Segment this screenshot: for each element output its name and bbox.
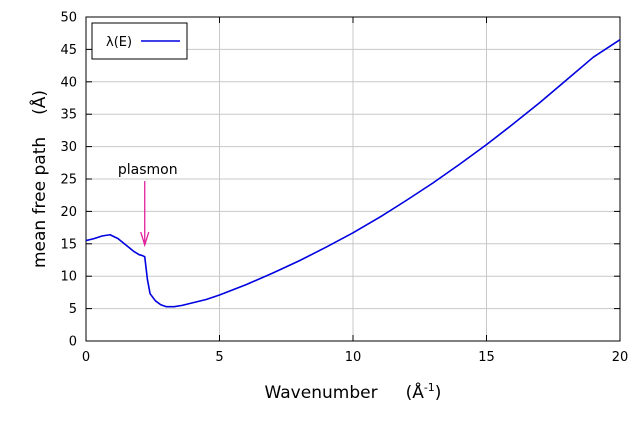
y-axis-title: mean free path (Å): [28, 90, 50, 268]
y-axis-unit: (Å): [28, 90, 50, 115]
x-axis-unit-close: ): [435, 383, 442, 403]
x-axis-unit-exponent: -1: [424, 381, 435, 394]
y-tick-label: 50: [60, 11, 77, 26]
annotation-label: plasmon: [118, 162, 178, 178]
x-tick-label: 20: [612, 350, 629, 365]
series-line: [85, 39, 621, 308]
x-tick-label: 10: [345, 350, 362, 365]
x-axis-label: Wavenumber: [265, 383, 378, 403]
y-tick-label: 15: [60, 237, 77, 252]
y-tick-label: 0: [69, 335, 77, 350]
annotation-layer: plasmon: [118, 162, 178, 248]
x-axis-title: Wavenumber (Å-1): [265, 381, 442, 403]
y-tick-label: 5: [69, 302, 77, 317]
x-tick-label: 15: [478, 350, 495, 365]
y-tick-label: 45: [60, 43, 77, 58]
x-axis-unit: (Å: [406, 381, 425, 403]
x-tick-label: 5: [215, 350, 223, 365]
x-tick-label: 0: [82, 350, 90, 365]
grid-lines: [86, 17, 620, 341]
axis-ticks: 0 5 10 15 20 0 5 10 15 20 25 30 35 40 45 50: [60, 11, 628, 366]
legend: λ(E): [91, 22, 188, 60]
y-tick-label: 10: [60, 270, 77, 285]
series-layer: [85, 39, 621, 308]
y-tick-label: 25: [60, 173, 77, 188]
legend-entry-label: λ(E): [106, 35, 132, 50]
y-tick-label: 30: [60, 140, 77, 155]
y-tick-label: 40: [60, 75, 77, 90]
y-tick-label: 35: [60, 108, 77, 123]
y-axis-label: mean free path: [30, 137, 50, 268]
annotation-arrowhead: [140, 231, 150, 248]
y-tick-label: 20: [60, 205, 77, 220]
